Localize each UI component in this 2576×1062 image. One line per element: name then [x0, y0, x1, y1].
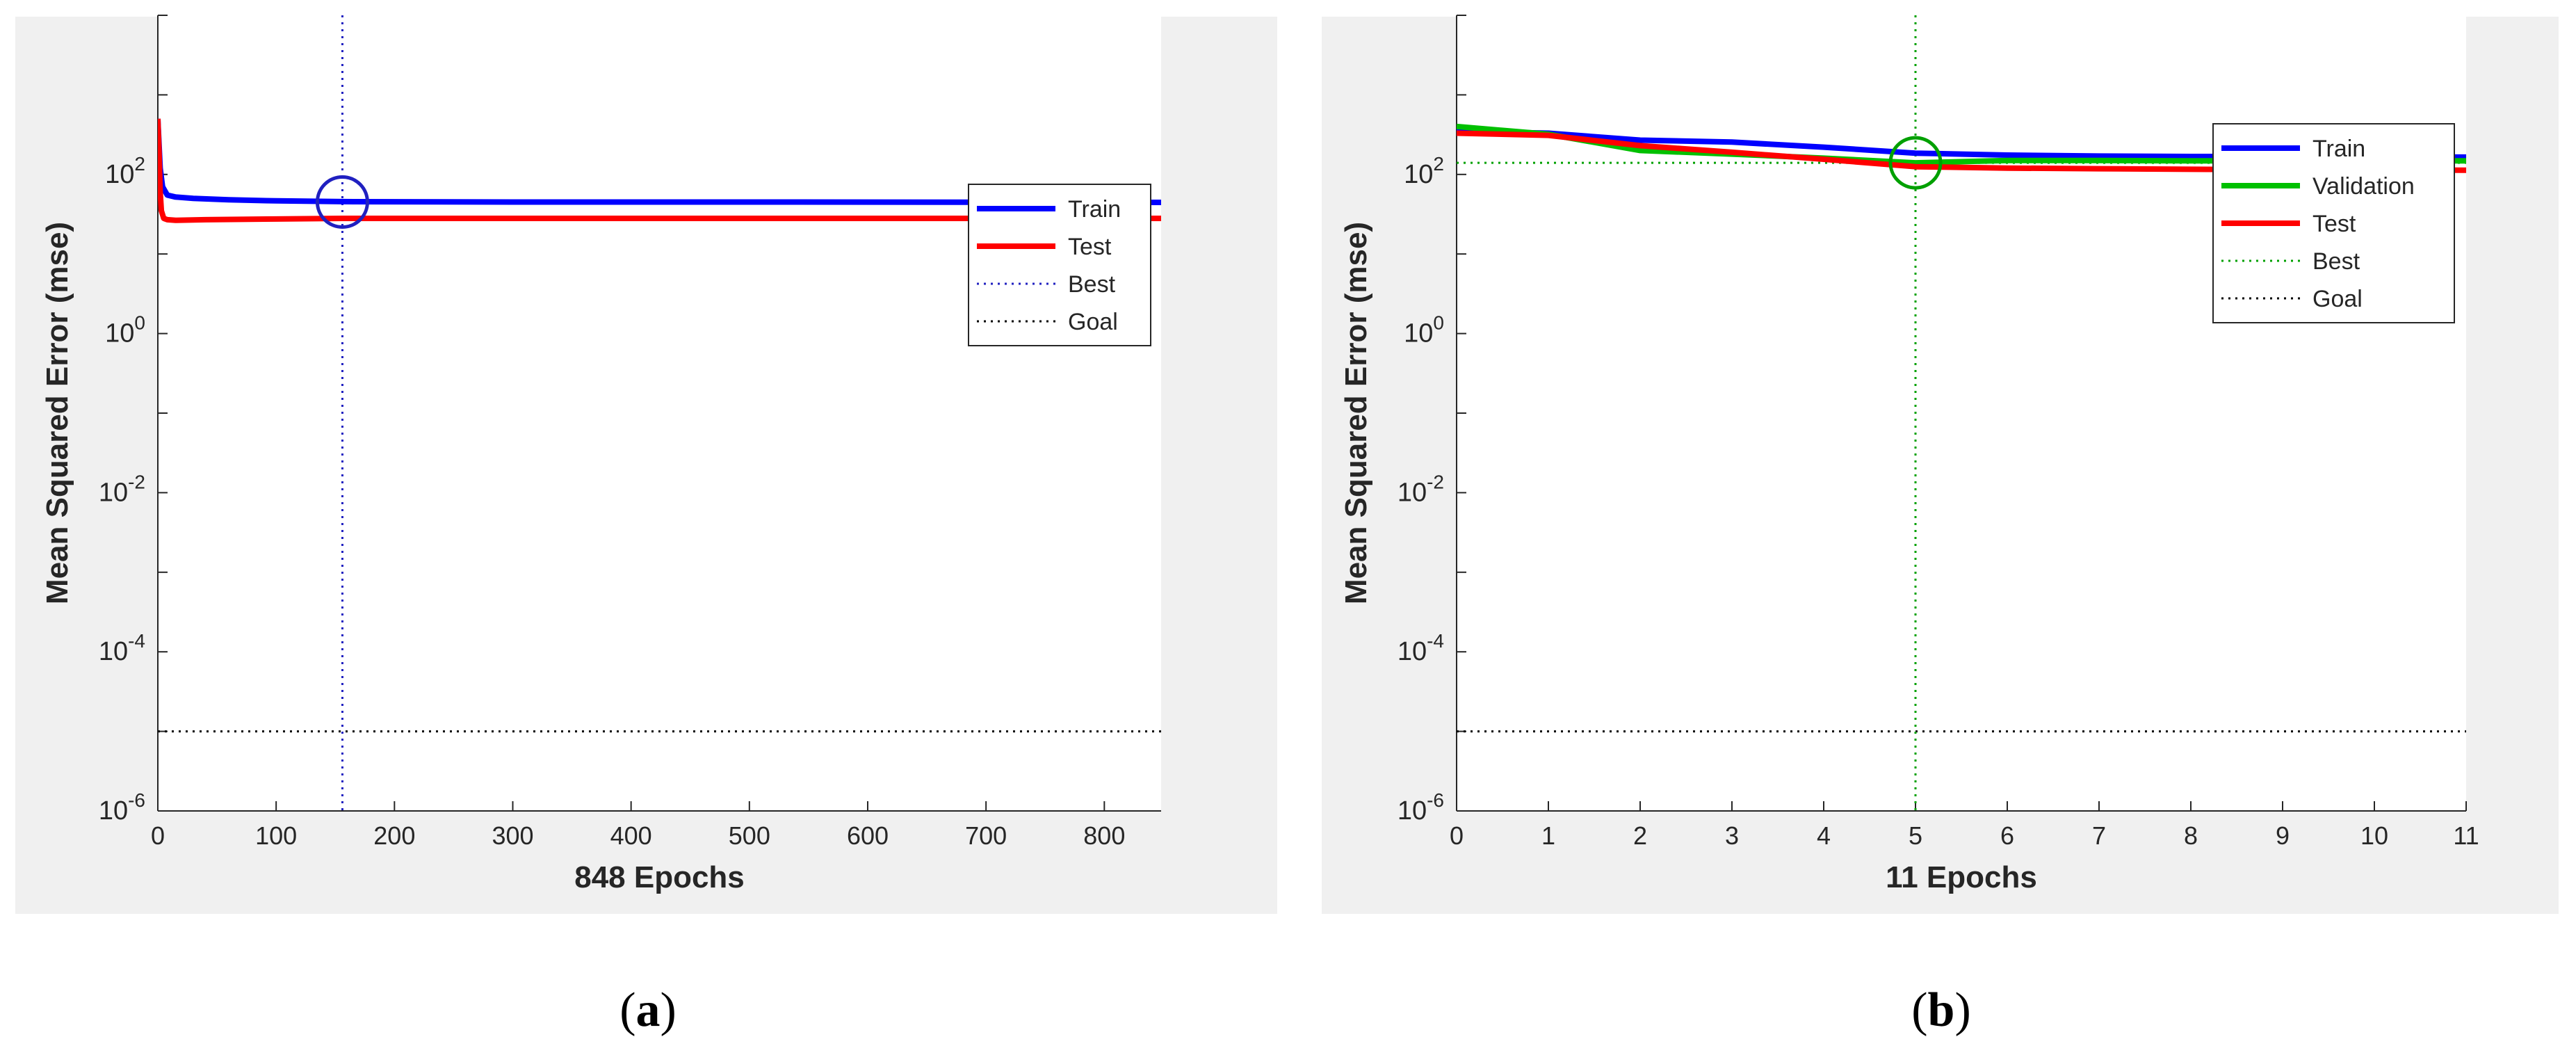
y-tick-exponent: 0 — [1433, 312, 1444, 334]
y-tick-base: 10 — [1398, 478, 1427, 507]
legend-label-best: Best — [1068, 271, 1116, 298]
legend-label-validation: Validation — [2312, 173, 2415, 200]
x-tick-label: 500 — [729, 821, 770, 850]
x-tick-label: 8 — [2184, 821, 2198, 850]
x-tick-label: 2 — [1633, 821, 1647, 850]
caption-letter: b — [1928, 983, 1955, 1037]
x-tick-label: 100 — [255, 821, 297, 850]
best-marker-circle — [315, 175, 369, 229]
x-tick-label: 3 — [1725, 821, 1739, 850]
y-tick-base: 10 — [1398, 796, 1427, 826]
y-tick-label: 10-6 — [1398, 789, 1444, 826]
x-tick-label: 4 — [1817, 821, 1831, 850]
best-marker-circle — [1888, 136, 1943, 190]
panel-caption: (a) — [619, 983, 677, 1037]
y-tick-label: 100 — [105, 312, 145, 348]
legend-label-goal: Goal — [1068, 309, 1118, 335]
legend-label-train: Train — [1068, 196, 1121, 223]
y-tick-exponent: 2 — [134, 153, 145, 175]
x-tick-label: 6 — [2000, 821, 2014, 850]
x-tick-label: 0 — [151, 821, 165, 850]
y-tick-base: 10 — [99, 796, 128, 826]
y-tick-base: 10 — [105, 160, 134, 189]
y-tick-base: 10 — [1398, 637, 1427, 666]
y-tick-exponent: -6 — [1427, 789, 1444, 811]
y-tick-label: 102 — [105, 153, 145, 189]
y-axis-label: Mean Squared Error (mse) — [40, 222, 74, 604]
caption-paren-close: ) — [1954, 983, 1970, 1037]
x-tick-label: 7 — [2092, 821, 2106, 850]
x-tick-label: 700 — [965, 821, 1007, 850]
y-tick-exponent: -2 — [1427, 471, 1444, 492]
x-axis-label: 11 Epochs — [1886, 860, 2037, 894]
x-tick-label: 600 — [847, 821, 889, 850]
y-tick-exponent: -2 — [128, 471, 145, 492]
y-tick-base: 10 — [1404, 160, 1433, 189]
x-tick-label: 400 — [610, 821, 652, 850]
x-tick-label: 300 — [492, 821, 533, 850]
y-tick-label: 10-2 — [1398, 471, 1444, 507]
y-tick-base: 10 — [105, 319, 134, 348]
x-tick-label: 1 — [1541, 821, 1555, 850]
caption-paren-close: ) — [661, 983, 677, 1037]
y-tick-exponent: 0 — [134, 312, 145, 334]
series-group — [158, 118, 1161, 223]
y-tick-exponent: -4 — [1427, 630, 1444, 652]
y-tick-base: 10 — [99, 478, 128, 507]
y-tick-base: 10 — [99, 637, 128, 666]
panel-caption: (b) — [1911, 983, 1971, 1037]
legend-label-test: Test — [2312, 211, 2356, 237]
x-tick-label: 9 — [2276, 821, 2290, 850]
x-tick-label: 200 — [373, 821, 415, 850]
x-tick-label: 10 — [2360, 821, 2388, 850]
x-axis-label: 848 Epochs — [574, 860, 745, 894]
chart-a: 0 100 200 300 400 500 600 700 80010-610-410-2100… — [15, 15, 1277, 1037]
y-tick-label: 102 — [1404, 153, 1444, 189]
caption-paren-open: ( — [619, 983, 635, 1037]
caption-letter: a — [636, 983, 661, 1037]
plot-area — [158, 15, 1161, 811]
legend-label-best: Best — [2312, 248, 2360, 275]
y-tick-exponent: -4 — [128, 630, 145, 652]
x-tick-label: 5 — [1909, 821, 1922, 850]
x-tick-label: 0 — [1450, 821, 1464, 850]
y-tick-label: 10-6 — [99, 789, 145, 826]
series-line-test — [158, 118, 1161, 223]
y-tick-label: 100 — [1404, 312, 1444, 348]
y-tick-label: 10-4 — [99, 630, 145, 666]
y-tick-label: 10-4 — [1398, 630, 1444, 666]
x-tick-label: 11 — [2453, 821, 2479, 850]
legend-label-train: Train — [2312, 136, 2365, 162]
y-tick-base: 10 — [1404, 319, 1433, 348]
caption-paren-open: ( — [1911, 983, 1927, 1037]
y-tick-label: 10-2 — [99, 471, 145, 507]
y-axis-label: Mean Squared Error (mse) — [1339, 222, 1373, 604]
y-tick-exponent: 2 — [1433, 153, 1444, 175]
x-tick-label: 800 — [1083, 821, 1125, 850]
y-tick-exponent: -6 — [128, 789, 145, 811]
legend-label-test: Test — [1068, 234, 1112, 260]
legend-label-goal: Goal — [2312, 286, 2363, 312]
